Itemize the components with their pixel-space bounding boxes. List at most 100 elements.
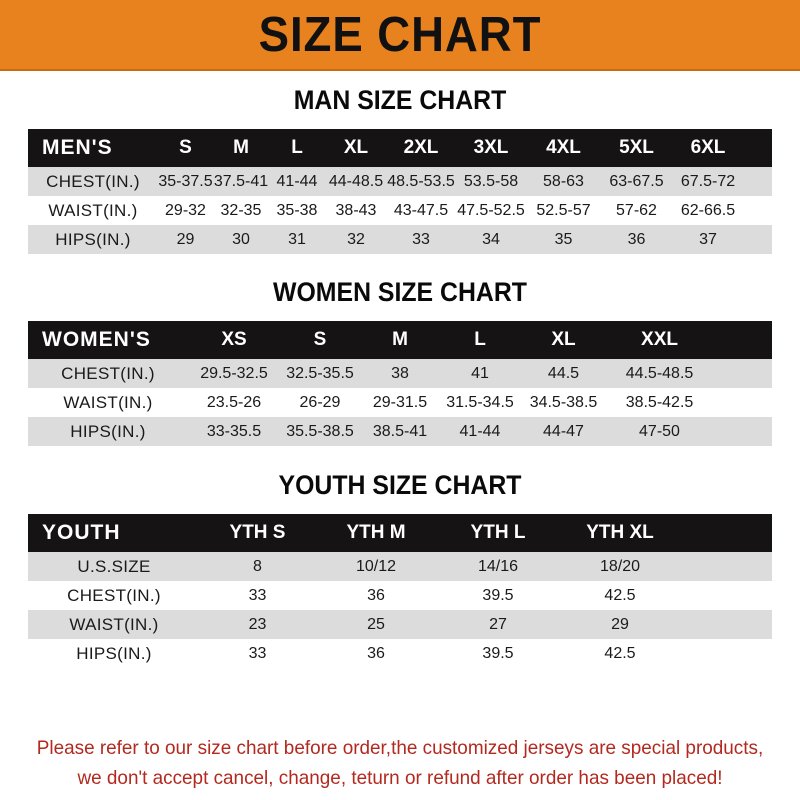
women-size-l: L [440,321,520,359]
youth-ussize-filler [681,552,772,581]
youth-waist-m: 25 [315,610,437,639]
women-size-s: S [280,321,360,359]
table-row: CHEST(IN.) 35-37.5 37.5-41 41-44 44-48.5… [28,167,772,196]
women-hips-xs: 33-35.5 [188,417,280,446]
men-waist-6xl: 62-66.5 [673,196,743,225]
women-chest-l: 41 [440,359,520,388]
youth-chest-s: 33 [200,581,315,610]
youth-hips-label: HIPS(IN.) [28,639,200,668]
women-size-xl: XL [520,321,607,359]
men-chest-s: 35-37.5 [158,167,213,196]
order-policy-note-line1: Please refer to our size chart before or… [36,737,764,759]
youth-ussize-label: U.S.SIZE [28,552,200,581]
men-chest-xl: 44-48.5 [325,167,387,196]
youth-size-m: YTH M [315,514,437,552]
men-size-xl: XL [325,129,387,167]
women-hips-xl: 44-47 [520,417,607,446]
men-size-2xl: 2XL [387,129,455,167]
women-size-chart-table-wrap: WOMEN'S XS S M L XL XXL CHEST(IN.) 29.5-… [28,321,772,446]
women-header-filler [712,321,772,359]
page-title: SIZE CHART [258,7,542,62]
men-hips-filler [743,225,772,254]
table-row: HIPS(IN.) 33 36 39.5 42.5 [28,639,772,668]
youth-waist-l: 27 [437,610,559,639]
size-chart-banner: SIZE CHART [0,0,800,71]
men-hips-label: HIPS(IN.) [28,225,158,254]
women-hips-s: 35.5-38.5 [280,417,360,446]
women-size-xs: XS [188,321,280,359]
women-size-m: M [360,321,440,359]
youth-size-l: YTH L [437,514,559,552]
table-row: HIPS(IN.) 29 30 31 32 33 34 35 36 37 [28,225,772,254]
youth-chest-filler [681,581,772,610]
youth-size-chart-table: YOUTH YTH S YTH M YTH L YTH XL U.S.SIZE … [28,514,772,668]
men-hips-m: 30 [213,225,269,254]
women-waist-xl: 34.5-38.5 [520,388,607,417]
men-hips-s: 29 [158,225,213,254]
men-chest-m: 37.5-41 [213,167,269,196]
men-hips-2xl: 33 [387,225,455,254]
men-chest-filler [743,167,772,196]
women-hips-l: 41-44 [440,417,520,446]
women-chest-xl: 44.5 [520,359,607,388]
women-size-chart-title: WOMEN SIZE CHART [273,277,527,307]
table-header-row: WOMEN'S XS S M L XL XXL [28,321,772,359]
youth-hips-xl: 42.5 [559,639,681,668]
men-hips-l: 31 [269,225,325,254]
table-header-row: MEN'S S M L XL 2XL 3XL 4XL 5XL 6XL [28,129,772,167]
order-policy-note: Please refer to our size chart before or… [12,733,788,793]
women-waist-filler [712,388,772,417]
youth-waist-label: WAIST(IN.) [28,610,200,639]
men-size-3xl: 3XL [455,129,527,167]
men-waist-s: 29-32 [158,196,213,225]
youth-chest-xl: 42.5 [559,581,681,610]
women-waist-xxl: 38.5-42.5 [607,388,712,417]
men-size-m: M [213,129,269,167]
youth-hips-l: 39.5 [437,639,559,668]
women-chest-s: 32.5-35.5 [280,359,360,388]
women-hips-xxl: 47-50 [607,417,712,446]
youth-size-xl: YTH XL [559,514,681,552]
women-hips-m: 38.5-41 [360,417,440,446]
youth-header-label: YOUTH [28,514,200,552]
table-row: CHEST(IN.) 33 36 39.5 42.5 [28,581,772,610]
youth-hips-m: 36 [315,639,437,668]
men-chest-5xl: 63-67.5 [600,167,673,196]
table-row: WAIST(IN.) 23.5-26 26-29 29-31.5 31.5-34… [28,388,772,417]
men-waist-l: 35-38 [269,196,325,225]
women-hips-label: HIPS(IN.) [28,417,188,446]
women-waist-l: 31.5-34.5 [440,388,520,417]
men-size-l: L [269,129,325,167]
men-size-5xl: 5XL [600,129,673,167]
youth-hips-s: 33 [200,639,315,668]
youth-ussize-l: 14/16 [437,552,559,581]
men-header-label: MEN'S [28,129,158,167]
women-size-chart-table: WOMEN'S XS S M L XL XXL CHEST(IN.) 29.5-… [28,321,772,446]
youth-waist-filler [681,610,772,639]
man-size-chart-table-wrap: MEN'S S M L XL 2XL 3XL 4XL 5XL 6XL CHEST… [28,129,772,254]
men-waist-3xl: 47.5-52.5 [455,196,527,225]
men-size-s: S [158,129,213,167]
youth-waist-xl: 29 [559,610,681,639]
men-header-filler [743,129,772,167]
men-chest-3xl: 53.5-58 [455,167,527,196]
youth-hips-filler [681,639,772,668]
table-row: WAIST(IN.) 23 25 27 29 [28,610,772,639]
men-size-4xl: 4XL [527,129,600,167]
man-size-chart-table: MEN'S S M L XL 2XL 3XL 4XL 5XL 6XL CHEST… [28,129,772,254]
men-hips-5xl: 36 [600,225,673,254]
men-waist-4xl: 52.5-57 [527,196,600,225]
men-hips-xl: 32 [325,225,387,254]
order-policy-note-line2: we don't accept cancel, change, teturn o… [77,767,723,789]
table-header-row: YOUTH YTH S YTH M YTH L YTH XL [28,514,772,552]
women-chest-filler [712,359,772,388]
table-row: HIPS(IN.) 33-35.5 35.5-38.5 38.5-41 41-4… [28,417,772,446]
youth-chest-m: 36 [315,581,437,610]
women-chest-xxl: 44.5-48.5 [607,359,712,388]
youth-size-s: YTH S [200,514,315,552]
man-size-chart-title: MAN SIZE CHART [293,85,507,115]
women-size-xxl: XXL [607,321,712,359]
women-chest-label: CHEST(IN.) [28,359,188,388]
men-waist-2xl: 43-47.5 [387,196,455,225]
table-row: CHEST(IN.) 29.5-32.5 32.5-35.5 38 41 44.… [28,359,772,388]
